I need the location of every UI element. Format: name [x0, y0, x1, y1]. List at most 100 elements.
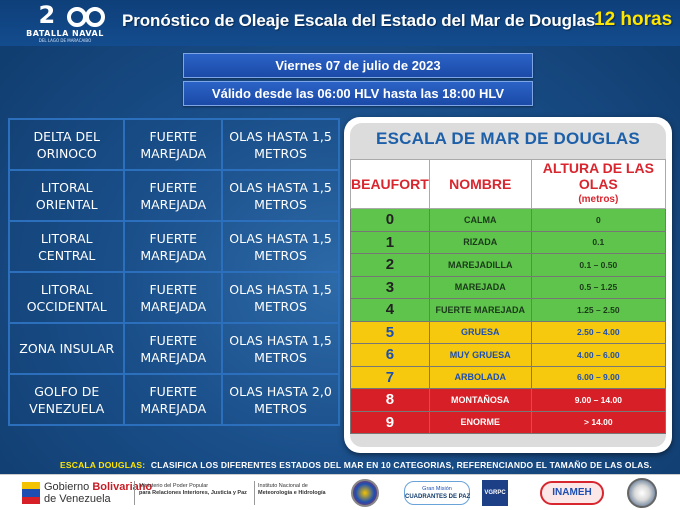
- scale-name: ENORME: [428, 410, 532, 434]
- national-seal-icon: [351, 479, 379, 507]
- scale-height: 0: [530, 208, 666, 232]
- scale-row: 8 MONTAÑOSA 9.00 – 14.00: [350, 388, 666, 412]
- region-wave-height: OLAS HASTA 1,5 METROS: [221, 169, 340, 222]
- scale-height: > 14.00: [530, 410, 666, 434]
- region-sea-state: FUERTE MAREJADA: [123, 373, 224, 426]
- scale-name: ARBOLADA: [428, 365, 532, 389]
- region-sea-state: FUERTE MAREJADA: [123, 271, 224, 324]
- header-height-label: ALTURA DE LAS OLAS: [542, 160, 654, 192]
- region-zone: ZONA INSULAR: [7, 322, 126, 375]
- scale-height: 0.1: [530, 230, 666, 254]
- scale-level: 4: [350, 298, 430, 322]
- scale-height: 6.00 – 9.00: [530, 365, 666, 389]
- region-row: LITORAL CENTRAL FUERTE MAREJADA OLAS HASTA…: [7, 220, 340, 273]
- footer-logos: Gobierno Bolivariano de Venezuela Minist…: [0, 474, 680, 510]
- region-wave-height: OLAS HASTA 1,5 METROS: [221, 322, 340, 375]
- cuadrantes-de-paz-logo: Gran Misión CUADRANTES DE PAZ: [404, 481, 470, 505]
- scale-name: MAREJADA: [428, 275, 532, 299]
- scale-name: GRUESA: [428, 320, 532, 344]
- scale-height: 4.00 – 6.00: [530, 343, 666, 367]
- footnote-text: CLASIFICA LOS DIFERENTES ESTADOS DEL MAR…: [150, 460, 652, 470]
- ministry-line2: para Relaciones Interiores, Justicia y P…: [139, 490, 247, 496]
- scale-level: 5: [350, 320, 430, 344]
- region-sea-state: FUERTE MAREJADA: [123, 220, 224, 273]
- logo-ring-icon: [85, 7, 105, 27]
- logo-subtitle: BATALLA NAVAL: [26, 29, 104, 38]
- footer-divider: [134, 481, 135, 505]
- venezuela-flag-icon: [22, 482, 40, 504]
- footnote-lead: ESCALA DOUGLAS:: [60, 460, 146, 470]
- header-beaufort: BEAUFORT: [350, 159, 430, 209]
- validity-banner: Válido desde las 06:00 HLV hasta las 18:…: [183, 81, 533, 106]
- page-title: Pronóstico de Oleaje Escala del Estado d…: [122, 11, 596, 30]
- region-zone: LITORAL ORIENTAL: [7, 169, 126, 222]
- scale-name: MONTAÑOSA: [428, 388, 532, 412]
- vgrpc-logo: VGRPC: [482, 480, 508, 506]
- scale-name: MAREJADILLA: [428, 253, 532, 277]
- scale-row: 0 CALMA 0: [350, 208, 666, 232]
- footer-divider: [254, 481, 255, 505]
- forecast-hours: 12 horas: [594, 9, 673, 30]
- logo-ring-icon: [67, 7, 87, 27]
- scale-row: 2 MAREJADILLA 0.1 – 0.50: [350, 253, 666, 277]
- region-row: LITORAL ORIENTAL FUERTE MAREJADA OLAS HAST…: [7, 169, 340, 222]
- douglas-scale-table: BEAUFORT NOMBRE ALTURA DE LAS OLAS (metr…: [350, 159, 666, 434]
- date-banner: Viernes 07 de julio de 2023: [183, 53, 533, 78]
- region-row: GOLFO DE VENEZUELA FUERTE MAREJADA OLAS HA…: [7, 373, 340, 426]
- inameh-logo: INAMEH: [540, 481, 604, 505]
- scale-level: 3: [350, 275, 430, 299]
- regions-table: DELTA DEL ORINOCO FUERTE MAREJADA OLAS HAS…: [7, 118, 340, 426]
- region-zone: GOLFO DE VENEZUELA: [7, 373, 126, 426]
- scale-height: 0.1 – 0.50: [530, 253, 666, 277]
- scale-name: RIZADA: [428, 230, 532, 254]
- header: 200 BATALLA NAVAL DEL LAGO DE MARACAIBO …: [0, 0, 680, 46]
- navy-seal-icon: [627, 478, 657, 508]
- header-height: ALTURA DE LAS OLAS (metros): [530, 159, 666, 209]
- region-zone: LITORAL CENTRAL: [7, 220, 126, 273]
- scale-name: FUERTE MAREJADA: [428, 298, 532, 322]
- region-sea-state: FUERTE MAREJADA: [123, 118, 224, 171]
- region-wave-height: OLAS HASTA 1,5 METROS: [221, 118, 340, 171]
- region-row: LITORAL OCCIDENTAL FUERTE MAREJADA OLAS HA…: [7, 271, 340, 324]
- scale-level: 1: [350, 230, 430, 254]
- scale-name: MUY GRUESA: [428, 343, 532, 367]
- region-wave-height: OLAS HASTA 2,0 METROS: [221, 373, 340, 426]
- scale-level: 0: [350, 208, 430, 232]
- institute-label: Instituto Nacional de Meteorología e Hid…: [258, 483, 326, 497]
- scale-height: 2.50 – 4.00: [530, 320, 666, 344]
- cuadrantes-line1: Gran Misión: [422, 486, 452, 492]
- scale-footnote: ESCALA DOUGLAS: CLASIFICA LOS DIFERENTES…: [60, 460, 660, 470]
- institute-line2: Meteorología e Hidrología: [258, 490, 326, 496]
- ministry-line1: Ministerio del Poder Popular: [139, 483, 209, 489]
- scale-row: 4 FUERTE MAREJADA 1.25 – 2.50: [350, 298, 666, 322]
- scale-title: ESCALA DE MAR DE DOUGLAS: [376, 129, 640, 148]
- scale-level: 2: [350, 253, 430, 277]
- cuadrantes-line2: CUADRANTES DE PAZ: [405, 494, 471, 500]
- scale-name: CALMA: [428, 208, 532, 232]
- gob-text-c: de Venezuela: [44, 493, 111, 505]
- region-row: DELTA DEL ORINOCO FUERTE MAREJADA OLAS HAS…: [7, 118, 340, 171]
- scale-level: 9: [350, 410, 430, 434]
- region-sea-state: FUERTE MAREJADA: [123, 322, 224, 375]
- region-sea-state: FUERTE MAREJADA: [123, 169, 224, 222]
- region-row: ZONA INSULAR FUERTE MAREJADA OLAS HASTA 1,…: [7, 322, 340, 375]
- douglas-scale-panel: ESCALA DE MAR DE DOUGLAS BEAUFORT NOMBRE…: [350, 123, 666, 447]
- header-height-unit: (metros): [578, 194, 619, 205]
- scale-row: 1 RIZADA 0.1: [350, 230, 666, 254]
- scale-row: 5 GRUESA 2.50 – 4.00: [350, 320, 666, 344]
- scale-level: 6: [350, 343, 430, 367]
- gob-text-b: Bolivariano: [92, 481, 153, 493]
- region-zone: DELTA DEL ORINOCO: [7, 118, 126, 171]
- gobierno-bolivariano-logo: Gobierno Bolivariano de Venezuela: [44, 481, 152, 505]
- scale-height: 9.00 – 14.00: [530, 388, 666, 412]
- scale-row: 6 MUY GRUESA 4.00 – 6.00: [350, 343, 666, 367]
- region-wave-height: OLAS HASTA 1,5 METROS: [221, 271, 340, 324]
- region-zone: LITORAL OCCIDENTAL: [7, 271, 126, 324]
- scale-height: 1.25 – 2.50: [530, 298, 666, 322]
- ministry-label: Ministerio del Poder Popular para Relaci…: [139, 483, 247, 497]
- logo-subline: DEL LAGO DE MARACAIBO: [38, 38, 92, 43]
- scale-level: 7: [350, 365, 430, 389]
- institute-line1: Instituto Nacional de: [258, 483, 308, 489]
- bicentennial-logo: 200 BATALLA NAVAL DEL LAGO DE MARACAIBO: [22, 1, 108, 43]
- scale-height: 0.5 – 1.25: [530, 275, 666, 299]
